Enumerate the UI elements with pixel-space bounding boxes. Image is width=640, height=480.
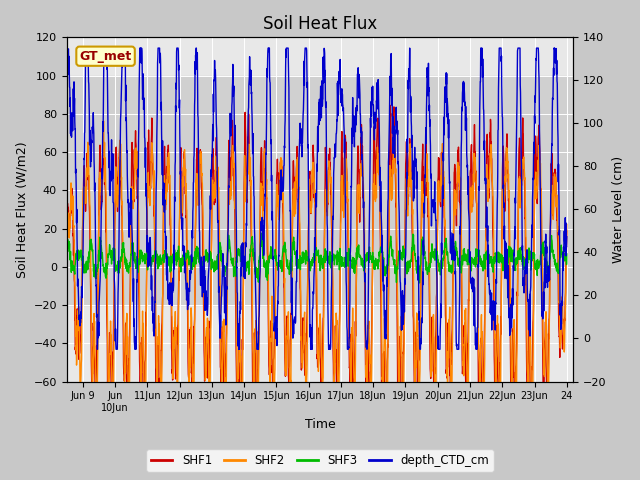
Y-axis label: Soil Heat Flux (W/m2): Soil Heat Flux (W/m2) [15, 141, 28, 278]
Bar [67, 75, 573, 305]
Y-axis label: Water Level (cm): Water Level (cm) [612, 156, 625, 263]
Legend: SHF1, SHF2, SHF3, depth_CTD_cm: SHF1, SHF2, SHF3, depth_CTD_cm [147, 449, 493, 472]
Title: Soil Heat Flux: Soil Heat Flux [263, 15, 377, 33]
X-axis label: Time: Time [305, 419, 335, 432]
Text: GT_met: GT_met [79, 50, 132, 63]
